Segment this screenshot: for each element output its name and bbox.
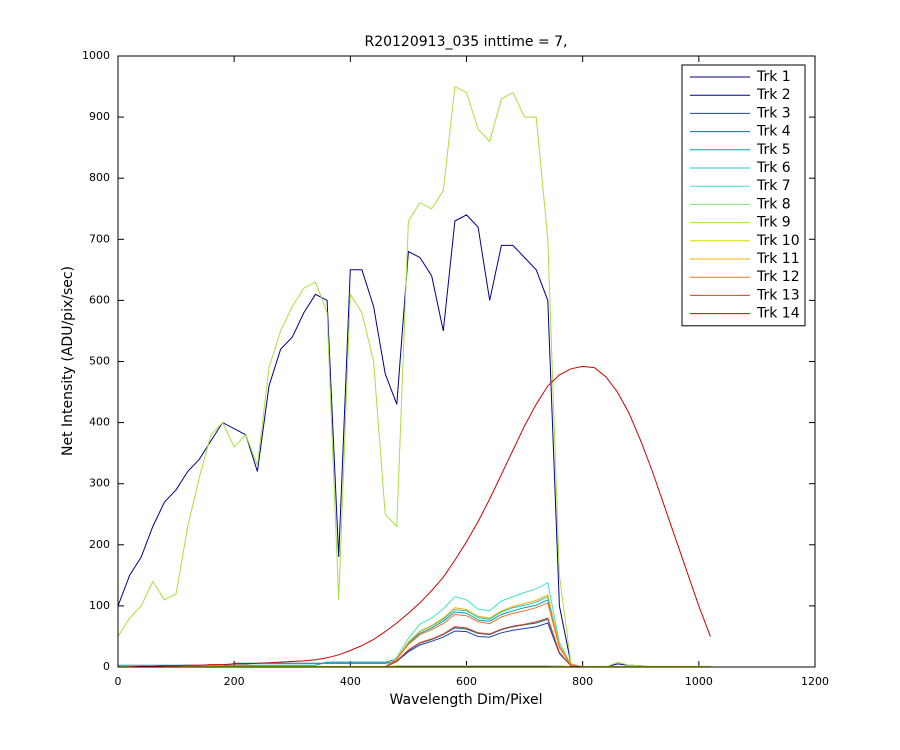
y-tick-label: 200 bbox=[89, 538, 110, 551]
legend-label: Trk 1 bbox=[756, 69, 791, 85]
x-tick-label: 1000 bbox=[685, 675, 713, 688]
legend-label: Trk 4 bbox=[756, 124, 791, 140]
y-axis-label: Net Intensity (ADU/pix/sec) bbox=[60, 266, 76, 456]
legend-label: Trk 3 bbox=[756, 105, 791, 121]
legend-label: Trk 5 bbox=[756, 142, 791, 158]
y-tick-label: 0 bbox=[103, 660, 110, 673]
x-tick-label: 800 bbox=[572, 675, 593, 688]
legend-label: Trk 7 bbox=[756, 178, 791, 194]
legend-label: Trk 12 bbox=[756, 269, 800, 285]
y-tick-label: 900 bbox=[89, 110, 110, 123]
plot-frame bbox=[117, 55, 816, 668]
series-line bbox=[117, 214, 711, 668]
y-tick-label: 600 bbox=[89, 293, 110, 306]
legend-label: Trk 11 bbox=[756, 251, 800, 267]
x-tick-label: 0 bbox=[115, 675, 122, 688]
series-line bbox=[117, 85, 711, 668]
series-line bbox=[118, 665, 711, 667]
legend-label: Trk 9 bbox=[756, 215, 791, 231]
legend-label: Trk 6 bbox=[756, 160, 791, 176]
x-tick-label: 400 bbox=[340, 675, 361, 688]
legend-box bbox=[681, 64, 806, 327]
legend-label: Trk 2 bbox=[756, 87, 791, 103]
x-tick-label: 600 bbox=[456, 675, 477, 688]
x-axis-label: Wavelength Dim/Pixel bbox=[390, 692, 543, 708]
y-tick-label: 800 bbox=[89, 171, 110, 184]
y-tick-label: 400 bbox=[89, 416, 110, 429]
legend-label: Trk 8 bbox=[756, 196, 791, 212]
legend-label: Trk 14 bbox=[756, 306, 800, 322]
x-tick-label: 1200 bbox=[801, 675, 829, 688]
x-tick-label: 200 bbox=[224, 675, 245, 688]
legend-label: Trk 13 bbox=[756, 287, 800, 303]
chart-title: R20120913_035 inttime = 7, bbox=[364, 34, 567, 50]
y-tick-label: 500 bbox=[89, 355, 110, 368]
series-line bbox=[118, 365, 711, 668]
y-tick-label: 1000 bbox=[82, 49, 110, 62]
y-tick-label: 100 bbox=[89, 599, 110, 612]
legend-label: Trk 10 bbox=[756, 233, 800, 249]
y-tick-label: 700 bbox=[89, 232, 110, 245]
y-tick-label: 300 bbox=[89, 477, 110, 490]
